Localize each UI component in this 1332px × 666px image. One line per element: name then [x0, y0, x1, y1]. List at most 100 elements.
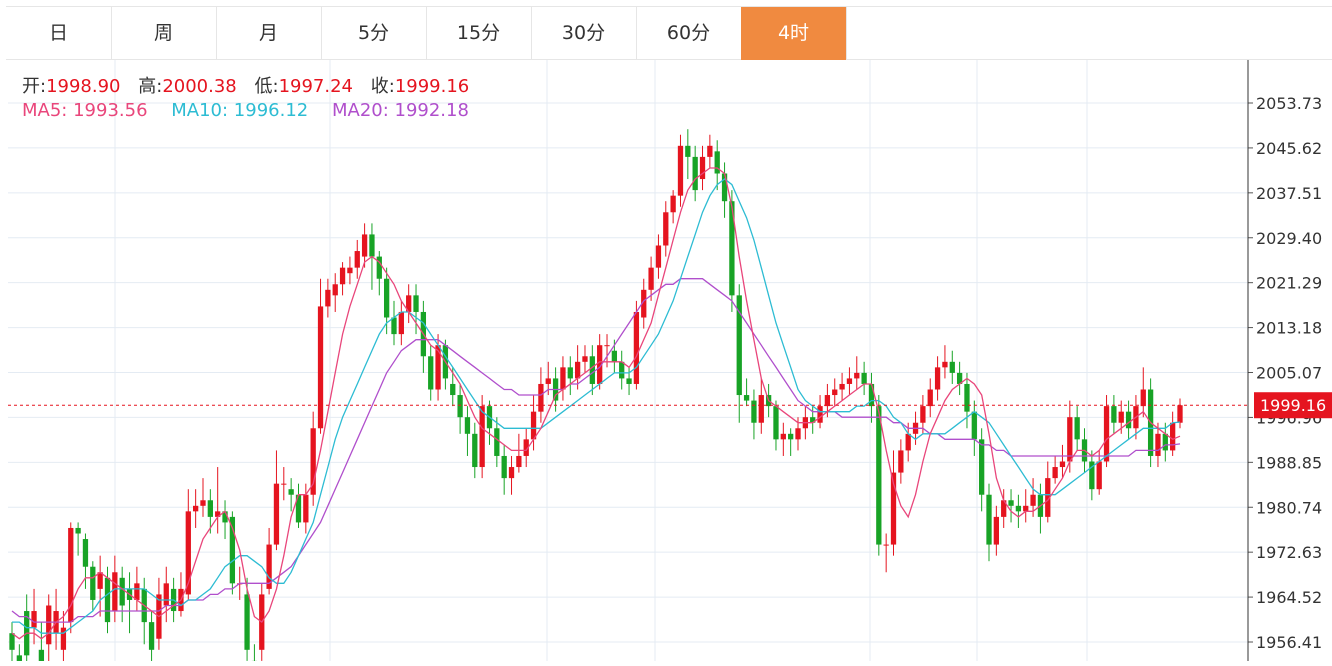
candle-body [39, 650, 44, 661]
candle-body [289, 489, 294, 495]
y-tick-label: 1956.41 [1256, 633, 1322, 652]
y-tick-label: 2029.40 [1256, 229, 1322, 248]
candle-body [75, 528, 80, 534]
candle-body [17, 655, 22, 661]
tab-month[interactable]: 月 [216, 7, 322, 59]
candle-body [377, 257, 382, 279]
candle-body [472, 434, 477, 467]
candle-body [920, 406, 925, 423]
candle-body [516, 456, 521, 467]
candle-body [479, 406, 484, 467]
open-value: 1998.90 [46, 76, 120, 97]
candle-body [90, 567, 95, 600]
candle-body [149, 622, 154, 650]
candle-body [318, 306, 323, 428]
candle-body [9, 633, 14, 650]
candle-body [1075, 417, 1080, 439]
y-tick-label: 1964.52 [1256, 588, 1322, 607]
candle-body [164, 583, 169, 605]
candle-body [1163, 434, 1168, 451]
candle-body [200, 500, 205, 506]
y-tick-label: 2013.18 [1256, 319, 1322, 338]
candle-body [685, 146, 690, 157]
candle-body [575, 362, 580, 379]
y-tick-label: 2053.73 [1256, 94, 1322, 113]
ma10-legend: MA10: 1996.12 [171, 100, 308, 121]
candle-body [244, 594, 249, 649]
candle-body [274, 484, 279, 545]
ohlc-legend: 开:1998.90 高:2000.38 低:1997.24 收:1999.16 [22, 72, 481, 98]
candle-body [546, 378, 551, 384]
candle-body [795, 428, 800, 439]
tab-week[interactable]: 周 [111, 7, 217, 59]
candle-body [120, 578, 125, 606]
candle-body [942, 362, 947, 368]
candle-body [1104, 406, 1109, 461]
candle-body [1023, 506, 1028, 512]
ma-legend: MA5: 1993.56 MA10: 1996.12 MA20: 1992.18 [22, 100, 469, 121]
candle-body [465, 417, 470, 434]
candle-body [656, 246, 661, 268]
tab-15min[interactable]: 15分 [426, 7, 532, 59]
candle-body [832, 390, 837, 396]
candle-body [457, 395, 462, 417]
candle-body [626, 378, 631, 384]
candle-body [648, 268, 653, 290]
candle-body [1016, 506, 1021, 512]
candle-body [928, 390, 933, 407]
candle-body [1067, 417, 1072, 461]
candle-body [906, 434, 911, 451]
ma5-legend: MA5: 1993.56 [22, 100, 148, 121]
candle-body [1126, 412, 1131, 429]
candle-body [604, 345, 609, 346]
candle-body [817, 406, 822, 423]
candle-body [861, 373, 866, 384]
candle-body [494, 428, 499, 456]
candle-body [502, 456, 507, 478]
candle-body [193, 506, 198, 512]
candle-body [986, 495, 991, 545]
candle-body [678, 146, 683, 196]
candle-body [325, 290, 330, 307]
tab-30min[interactable]: 30分 [531, 7, 637, 59]
candle-body [1170, 423, 1175, 451]
y-tick-label: 1980.74 [1256, 498, 1322, 517]
candle-body [538, 384, 543, 412]
candle-body [751, 401, 756, 423]
candle-body [281, 484, 286, 485]
candle-body [876, 406, 881, 544]
y-tick-label: 2021.29 [1256, 274, 1322, 293]
tab-4hour[interactable]: 4时 [741, 7, 847, 60]
candle-body [134, 583, 139, 600]
close-value: 1999.16 [395, 76, 469, 97]
candle-body [83, 539, 88, 567]
high-value: 2000.38 [162, 76, 236, 97]
candle-body [112, 572, 117, 611]
tab-60min[interactable]: 60分 [636, 7, 742, 59]
candle-body [839, 384, 844, 390]
candle-body [972, 412, 977, 440]
candle-body [98, 572, 103, 589]
tab-day[interactable]: 日 [6, 7, 112, 59]
candle-body [399, 312, 404, 334]
candle-body [208, 500, 213, 517]
candle-body [979, 439, 984, 494]
candle-body [590, 356, 595, 384]
candle-body [663, 212, 668, 245]
low-label: 低: [255, 76, 279, 97]
candle-body [847, 378, 852, 384]
y-tick-label: 2037.51 [1256, 184, 1322, 203]
candle-body [31, 611, 36, 628]
candle-body [1097, 462, 1102, 490]
candle-body [531, 412, 536, 440]
candlestick-chart[interactable]: 2053.73 2045.62 2037.51 2029.40 2021.29 2013.… [0, 60, 1332, 661]
candle-body [428, 356, 433, 389]
candle-body [898, 450, 903, 472]
high-label: 高: [138, 76, 162, 97]
timeframe-tabbar: 日 周 月 5分 15分 30分 60分 4时 [6, 6, 1332, 60]
tab-5min[interactable]: 5分 [321, 7, 427, 59]
candle-body [105, 578, 110, 622]
candle-body [509, 467, 514, 478]
y-tick-label: 2045.62 [1256, 139, 1322, 158]
chart-canvas[interactable]: 2053.73 2045.62 2037.51 2029.40 2021.29 2013.… [0, 60, 1332, 661]
